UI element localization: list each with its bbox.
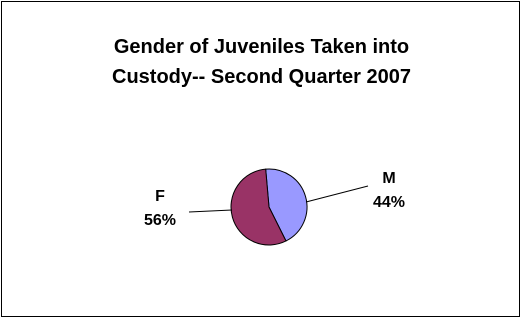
chart-title: Gender of Juveniles Taken into Custody--…: [2, 32, 521, 92]
leader-lines: [188, 185, 369, 213]
chart-title-line-2: Custody-- Second Quarter 2007: [112, 66, 411, 88]
leader-line-f: [188, 209, 233, 213]
pie-slice-m: [265, 168, 308, 242]
pie-slices: [230, 168, 308, 246]
data-labels: M 44% F 56%: [144, 170, 405, 229]
slice-value-f: 56%: [144, 212, 176, 229]
slice-label-m: M: [382, 170, 395, 187]
slice-value-m: 44%: [373, 194, 405, 211]
pie-slice-f: [230, 168, 287, 246]
leader-line-m: [305, 185, 369, 203]
chart-area: Gender of Juveniles Taken into Custody--…: [1, 1, 520, 317]
chart-title-line-1: Gender of Juveniles Taken into: [113, 36, 410, 58]
slice-label-f: F: [155, 188, 165, 205]
